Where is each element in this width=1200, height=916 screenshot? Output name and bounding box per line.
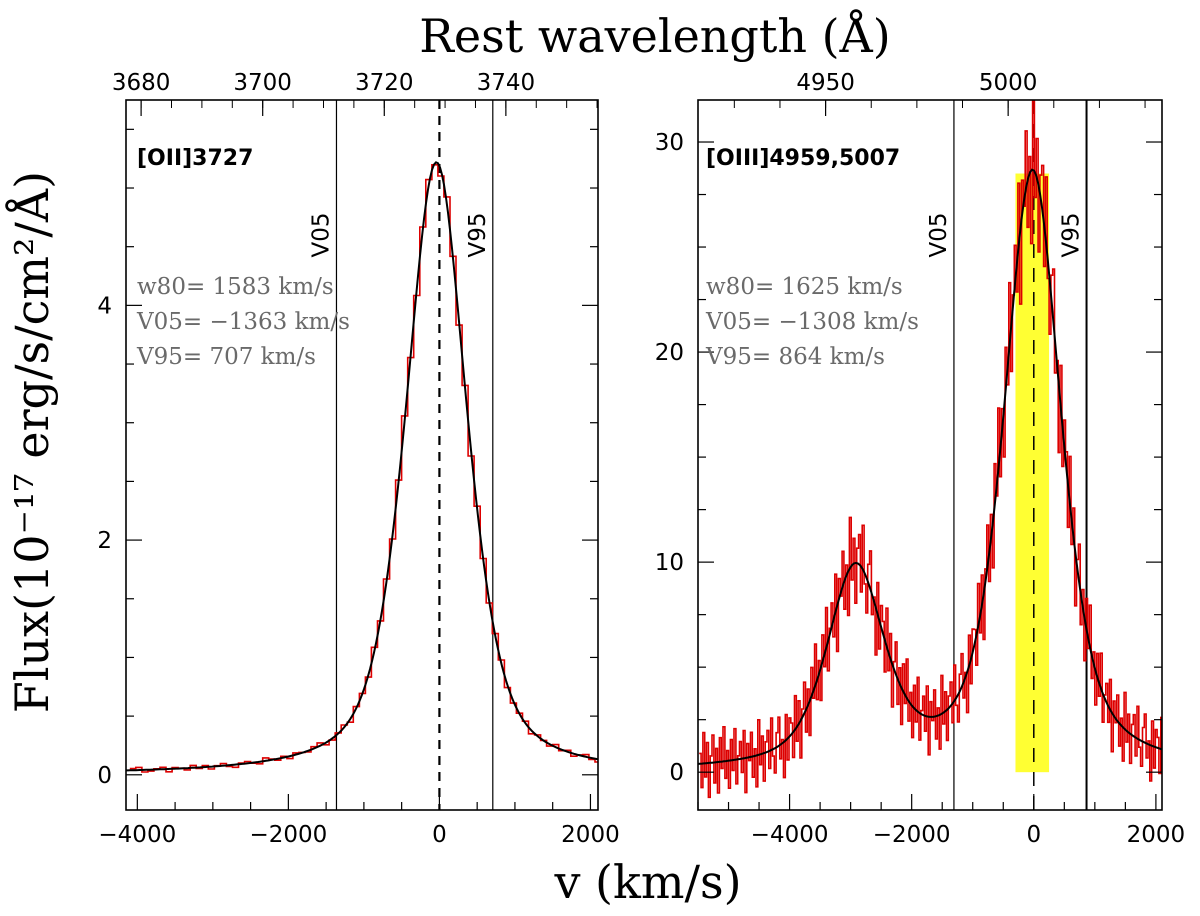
x-tick-label: 2000 xyxy=(1127,822,1186,848)
y-tick-label: 30 xyxy=(655,130,684,156)
y-axis-title: Flux(10⁻¹⁷ erg/s/cm²/Å) xyxy=(4,171,59,713)
marker-label-v95: V95 xyxy=(1059,212,1085,257)
y-tick-label: 4 xyxy=(97,293,112,319)
top-tick-label: 3700 xyxy=(233,70,292,96)
panel-line-label: [OII]3727 xyxy=(137,146,253,171)
y-tick-label: 0 xyxy=(97,763,112,789)
plot-frame xyxy=(697,99,1163,811)
y-tick-label: 20 xyxy=(655,340,684,366)
marker-label-v95: V95 xyxy=(465,212,491,257)
stat-annotation: w80= 1625 km/s xyxy=(706,274,903,300)
panel-line-label: [OIII]4959,5007 xyxy=(706,146,900,171)
model-fit-curve xyxy=(126,161,598,772)
y-tick-label: 0 xyxy=(669,760,684,786)
x-tick-label: −4000 xyxy=(751,822,829,848)
top-tick-label: 4950 xyxy=(796,70,855,96)
top-tick-label: 3740 xyxy=(477,70,536,96)
x-tick-label: −2000 xyxy=(249,822,327,848)
oiii-panel: V05 V95 −4000 −2000 0 2000 4950 5000 0 10 20 30 [OII… xyxy=(655,70,1185,848)
x-axis-title: v (km/s) xyxy=(553,855,741,909)
stat-annotation: V05= −1363 km/s xyxy=(136,309,350,335)
model-fit-curve xyxy=(698,168,1162,765)
stat-annotation: w80= 1583 km/s xyxy=(137,274,334,300)
x-tick-label: 0 xyxy=(432,822,447,848)
top-tick-label: 5000 xyxy=(979,70,1038,96)
observed-spectrum xyxy=(129,164,598,773)
top-tick-label: 3720 xyxy=(355,70,414,96)
top-axis-title: Rest wavelength (Å) xyxy=(419,8,890,63)
marker-label-v05: V05 xyxy=(308,212,334,257)
stat-annotation: V95= 707 km/s xyxy=(136,344,316,370)
marker-label-v05: V05 xyxy=(926,212,952,257)
y-tick-label: 10 xyxy=(655,550,684,576)
x-tick-label: −4000 xyxy=(98,822,176,848)
x-tick-label: 2000 xyxy=(561,822,620,848)
y-tick-label: 2 xyxy=(97,528,112,554)
top-tick-label: 3680 xyxy=(112,70,171,96)
x-tick-label: −2000 xyxy=(873,822,951,848)
plot-frame xyxy=(125,99,599,811)
observed-spectrum xyxy=(699,100,1162,799)
x-tick-label: 0 xyxy=(1026,822,1041,848)
stat-annotation: V95= 864 km/s xyxy=(705,344,885,370)
stat-annotation: V05= −1308 km/s xyxy=(705,309,919,335)
oii-panel: V05 V95 −4000 −2000 0 2000 3680 3700 3720 3740 0 2 4… xyxy=(97,70,619,848)
